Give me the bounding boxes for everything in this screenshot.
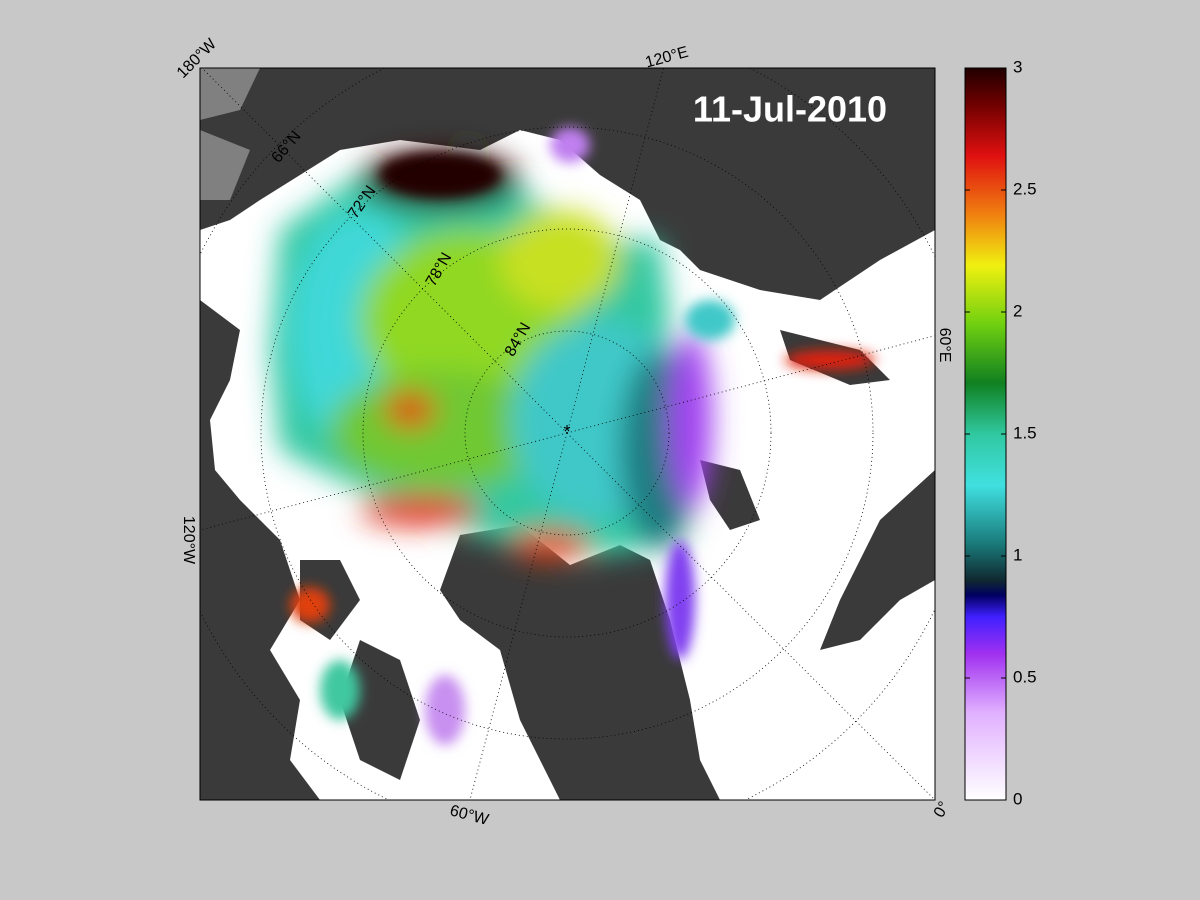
colorbar-tick-label: 1 xyxy=(1013,545,1022,564)
colorbar xyxy=(964,67,1007,801)
meridian-label: 120°E xyxy=(643,44,690,72)
meridian-label: 0° xyxy=(931,799,953,821)
colorbar-tick-label: 0 xyxy=(1013,789,1022,808)
map: * 66°N 72°N 78°N 84°N 11-Jul-2010 xyxy=(200,68,935,800)
colorbar-tick-label: 0.5 xyxy=(1013,667,1037,686)
colorbar-tick-label: 1.5 xyxy=(1013,423,1037,442)
meridian-label: 60°E xyxy=(936,328,953,363)
pole-marker: * xyxy=(563,422,570,442)
land xyxy=(200,68,935,800)
meridian-label: 120°W xyxy=(180,516,197,565)
map-frame xyxy=(199,67,936,801)
graticule xyxy=(200,68,935,800)
meridian-label: 60°W xyxy=(448,802,491,829)
ice-patches xyxy=(290,127,875,745)
land-gray xyxy=(200,68,260,200)
colorbar-tick-label: 2 xyxy=(1013,301,1022,320)
colorbar-tick-label: 3 xyxy=(1013,57,1022,76)
date-title: 11-Jul-2010 xyxy=(693,89,887,130)
colorbar-ticks: 0 0.5 1 1.5 2 2.5 3 xyxy=(965,57,1037,808)
ice-field xyxy=(270,150,712,560)
colorbar-tick-label: 2.5 xyxy=(1013,179,1037,198)
